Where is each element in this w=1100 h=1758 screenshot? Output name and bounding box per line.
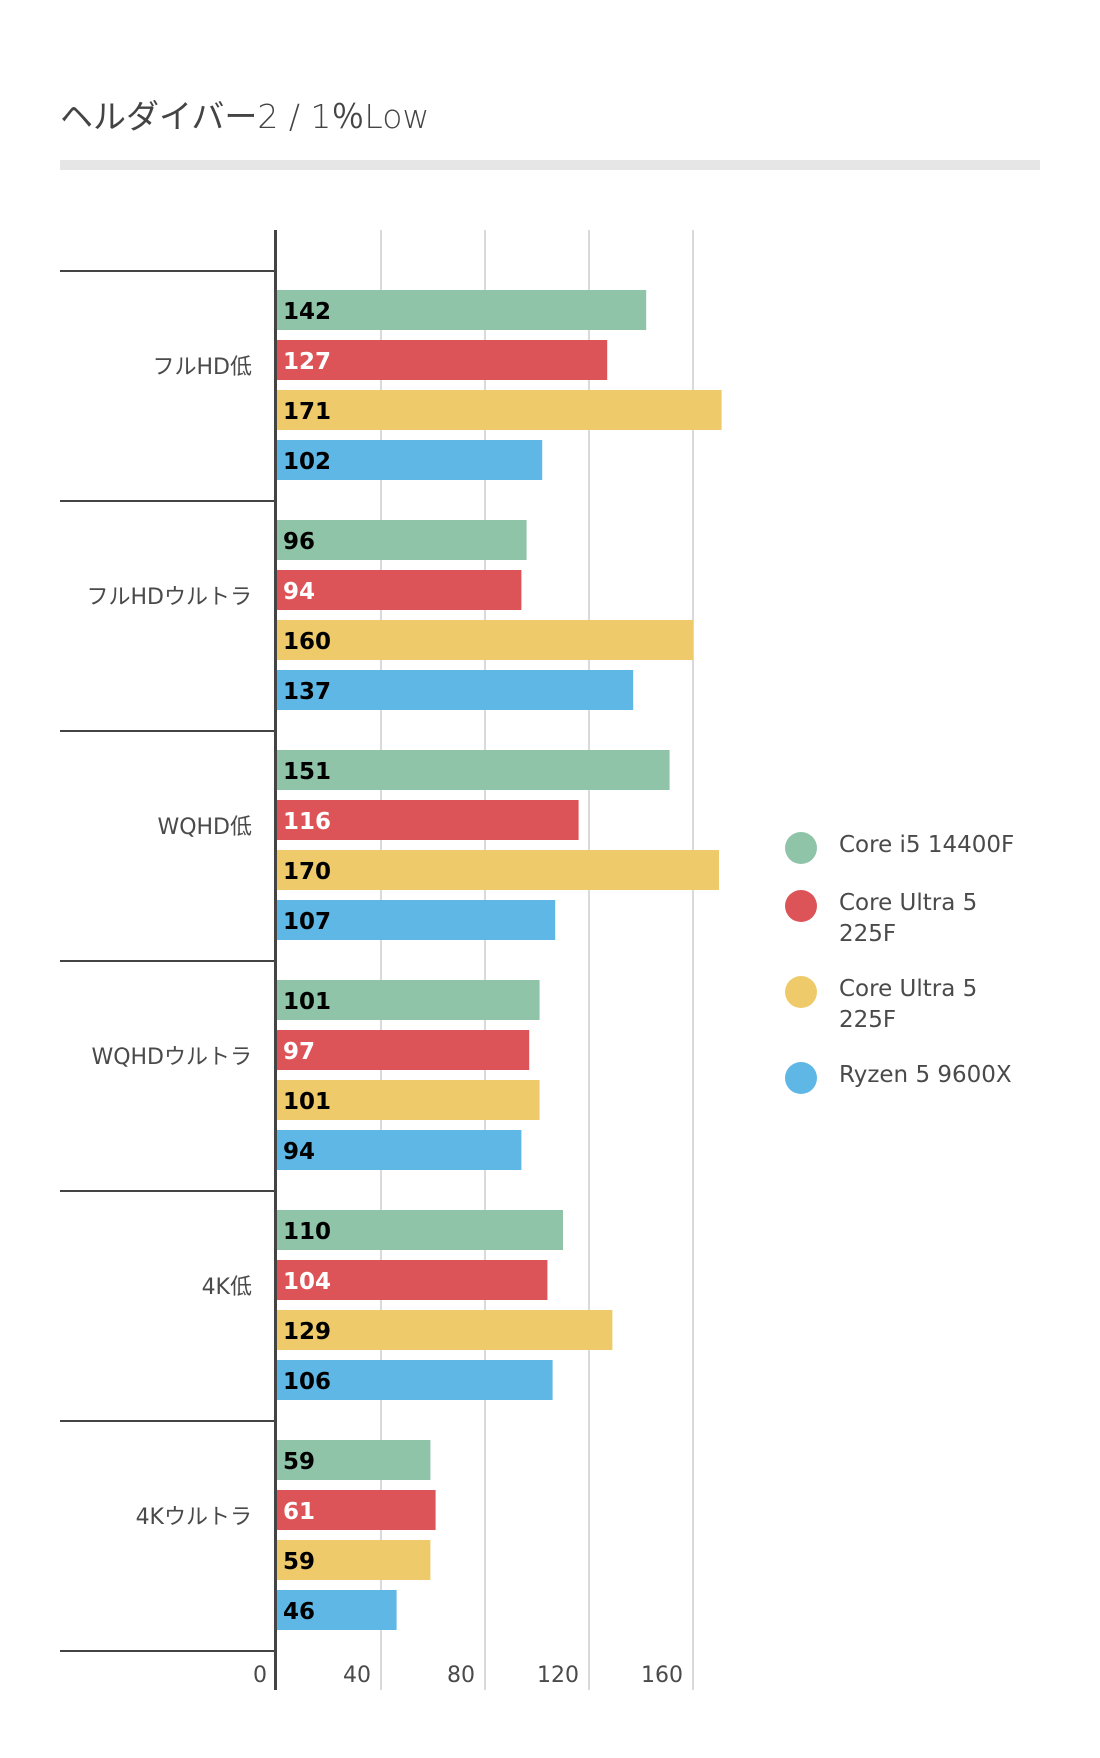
- x-tick-label: 160: [641, 1663, 683, 1688]
- bar-value-label: 129: [283, 1319, 331, 1345]
- bar-value-label: 61: [283, 1499, 315, 1525]
- legend-label: Core i5 14400F: [839, 832, 1015, 858]
- bar-value-label: 107: [283, 909, 331, 935]
- bar-value-label: 127: [283, 349, 331, 375]
- legend-label: Core Ultra 5 225F: [839, 890, 978, 947]
- bar: [277, 850, 719, 890]
- bar: [277, 1260, 548, 1300]
- bar: [277, 1590, 397, 1630]
- bar-value-label: 110: [283, 1219, 331, 1245]
- bar-value-label: 116: [283, 809, 331, 835]
- x-tick-label: 80: [447, 1663, 475, 1688]
- bar-value-label: 96: [283, 529, 315, 555]
- bar-value-label: 171: [283, 399, 331, 425]
- legend-item: Core i5 14400F: [785, 830, 1029, 864]
- bar-value-label: 94: [283, 579, 315, 605]
- category-label: フルHDウルトラ: [87, 585, 252, 610]
- legend-swatch-icon: [785, 890, 817, 922]
- bar: [277, 440, 543, 480]
- x-tick-label: 120: [537, 1663, 579, 1688]
- bar-value-label: 97: [283, 1039, 315, 1065]
- bar-value-label: 142: [283, 299, 331, 325]
- bar: [277, 1360, 553, 1400]
- bar: [277, 1440, 431, 1480]
- bar: [277, 570, 522, 610]
- legend-swatch-icon: [785, 1062, 817, 1094]
- title-divider: [60, 160, 1040, 170]
- bar: [277, 1540, 431, 1580]
- bar-value-label: 94: [283, 1139, 315, 1165]
- legend-item: Core Ultra 5 225F: [785, 888, 1029, 950]
- bar: [277, 340, 608, 380]
- category-label: WQHDウルトラ: [91, 1045, 252, 1070]
- legend-label: Ryzen 5 9600X: [839, 1062, 1012, 1088]
- category-label: 4Kウルトラ: [136, 1505, 252, 1530]
- bar: [277, 520, 527, 560]
- bar: [277, 1080, 540, 1120]
- bar-value-label: 160: [283, 629, 331, 655]
- bar: [277, 1030, 530, 1070]
- category-label: 4K低: [202, 1275, 252, 1300]
- bar-value-label: 106: [283, 1369, 331, 1395]
- x-tick-label: 0: [253, 1663, 267, 1688]
- bar: [277, 980, 540, 1020]
- chart-title: ヘルダイバー2 / 1％Low: [60, 97, 430, 136]
- bar: [277, 670, 634, 710]
- bar-value-label: 101: [283, 1089, 331, 1115]
- bar: [277, 620, 693, 660]
- bar: [277, 1130, 522, 1170]
- bar: [277, 1310, 613, 1350]
- bar: [277, 1210, 563, 1250]
- bar-value-label: 59: [283, 1449, 315, 1475]
- legend-item: Core Ultra 5 225F: [785, 974, 1029, 1036]
- category-label: WQHD低: [157, 815, 252, 840]
- legend-swatch-icon: [785, 976, 817, 1008]
- bar: [277, 290, 647, 330]
- category-label: フルHD低: [153, 355, 252, 380]
- bar: [277, 800, 579, 840]
- bar: [277, 750, 670, 790]
- legend: Core i5 14400F Core Ultra 5 225F Core Ultr…: [785, 830, 1029, 1118]
- bar-value-label: 104: [283, 1269, 331, 1295]
- bar: [277, 390, 722, 430]
- bar-value-label: 137: [283, 679, 331, 705]
- bar: [277, 900, 556, 940]
- legend-swatch-icon: [785, 832, 817, 864]
- bar-value-label: 102: [283, 449, 331, 475]
- bar-value-label: 46: [283, 1599, 315, 1625]
- bar-value-label: 101: [283, 989, 331, 1015]
- bar-value-label: 151: [283, 759, 331, 785]
- bar-value-label: 59: [283, 1549, 315, 1575]
- bar: [277, 1490, 436, 1530]
- x-tick-label: 40: [343, 1663, 371, 1688]
- legend-label: Core Ultra 5 225F: [839, 976, 978, 1033]
- bar-value-label: 170: [283, 859, 331, 885]
- legend-item: Ryzen 5 9600X: [785, 1060, 1029, 1094]
